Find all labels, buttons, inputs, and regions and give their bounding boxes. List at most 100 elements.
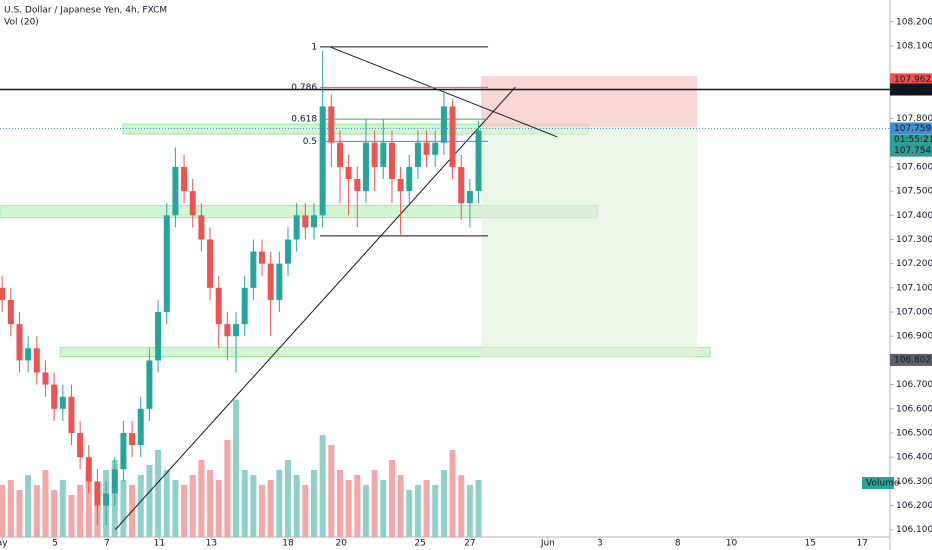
price-label-bg [890, 122, 932, 135]
volume-label-bg [862, 477, 894, 489]
y-tick-label: 107.200 [896, 259, 932, 269]
volume-bar [328, 445, 335, 537]
volume-bar [42, 470, 49, 537]
volume-bar [276, 470, 283, 537]
x-tick-label: 25 [414, 539, 425, 549]
candle-body [310, 215, 317, 228]
volume-bar [259, 485, 266, 537]
candle-body [319, 106, 326, 216]
countdown: 01:55:21 [894, 135, 932, 145]
candle-body [0, 287, 6, 300]
candle-body [259, 251, 266, 264]
candle-body [85, 457, 92, 482]
candle-body [189, 191, 196, 216]
candle-body [33, 348, 40, 373]
x-tick-label: 15 [805, 539, 816, 549]
candle-body [172, 166, 179, 216]
candle-body [241, 287, 248, 325]
volume-bar [25, 475, 32, 537]
candle-body [77, 432, 84, 458]
price-label-bg [890, 73, 932, 86]
y-tick-label: 106.500 [896, 428, 932, 438]
candle-body [25, 348, 32, 361]
volume-bar [336, 470, 343, 537]
y-tick-label: 106.300 [896, 477, 932, 487]
chart-title: U.S. Dollar / Japanese Yen, 4h, FXCM [4, 6, 167, 16]
volume-bar [146, 465, 153, 537]
candle-body [276, 263, 283, 300]
y-tick-label: 107.400 [896, 211, 932, 221]
volume-bar [85, 475, 92, 537]
volume-bar [189, 475, 196, 537]
y-tick-label: 107.800 [896, 114, 932, 124]
volume-bar [449, 450, 456, 537]
stop-zone [481, 75, 698, 127]
candle-body [68, 396, 75, 433]
volume-bar [172, 480, 179, 537]
volume-bar [267, 480, 274, 537]
volume-bar [423, 480, 430, 537]
candle-body [94, 481, 101, 506]
volume-bar [250, 475, 257, 537]
volume-bar [432, 485, 439, 537]
candle-body [302, 215, 309, 228]
candle-body [371, 142, 378, 167]
x-tick-label: 10 [726, 539, 738, 549]
x-tick-label: 27 [464, 539, 475, 549]
candle-body [250, 251, 257, 288]
last-price-bg [890, 134, 932, 157]
candle-body [388, 142, 395, 179]
last-price-label: 107.754 [894, 146, 931, 156]
volume-bar [155, 450, 162, 537]
x-tick-label: 7 [104, 539, 110, 549]
price-label: 107.962 [894, 75, 931, 85]
candle-body [215, 287, 222, 325]
volume-bar [137, 475, 144, 537]
y-tick-label: 108.200 [896, 17, 932, 27]
volume-bar [51, 490, 58, 537]
volume-bar [406, 490, 413, 537]
y-tick-label: 106.600 [896, 404, 932, 414]
volume-bar [371, 470, 378, 537]
candle-body [181, 166, 188, 192]
volume-bar [7, 480, 14, 537]
candle-body [414, 142, 421, 167]
trend-line [114, 86, 516, 531]
fib-label: 0.5 [303, 137, 317, 147]
x-tick-label: ay [0, 539, 8, 549]
price-label: 106.802 [894, 355, 931, 365]
volume-bar [0, 485, 6, 537]
volume-bar [59, 480, 66, 537]
volume-bar [215, 480, 222, 537]
candle-body [42, 372, 49, 385]
volume-bar [293, 475, 300, 537]
volume-bar [345, 480, 352, 537]
y-tick-label: 107.100 [896, 283, 932, 293]
candle-body [380, 142, 387, 167]
volume-bar [388, 460, 395, 537]
price-label-bg [890, 83, 932, 96]
volume-bar [77, 485, 84, 537]
candle-body [466, 191, 473, 204]
x-tick-label: 20 [336, 539, 348, 549]
candle-body [111, 469, 118, 494]
volume-bar [319, 435, 326, 537]
volume-bar [120, 480, 127, 537]
candle-body [198, 215, 205, 240]
candle-body [7, 299, 14, 325]
y-tick-label: 107.500 [896, 187, 932, 197]
y-tick-label: 106.700 [896, 380, 932, 390]
plot-area: 1 0.786 0.618 0.5 [0, 42, 711, 537]
fib-label: 0.618 [291, 115, 317, 125]
candle-body [345, 166, 352, 179]
price-label-bg [890, 353, 932, 366]
y-tick-label: 107.600 [896, 162, 932, 172]
support-zone [59, 346, 711, 358]
y-tick-label: 106.400 [896, 453, 932, 463]
volume-bar [68, 495, 75, 537]
volume-bar [302, 485, 309, 537]
candle-body [51, 384, 58, 409]
